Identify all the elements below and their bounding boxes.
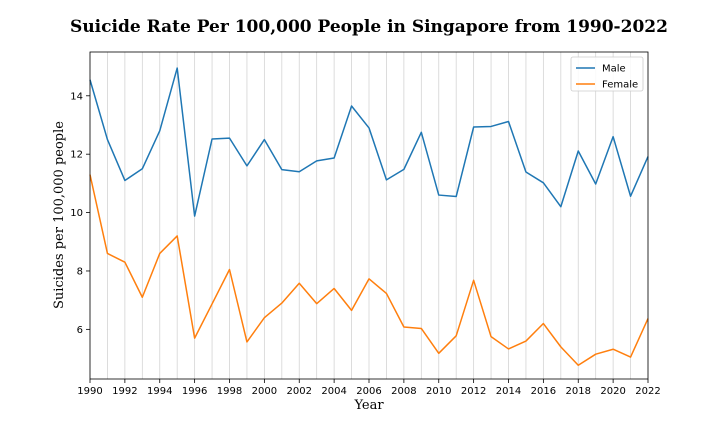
x-tick-label: 2012 (461, 386, 486, 397)
legend-label-female: Female (602, 80, 638, 91)
legend-box (570, 56, 644, 92)
x-tick-label: 2008 (391, 386, 416, 397)
series-line-female (89, 174, 649, 367)
x-tick-label: 2014 (496, 386, 521, 397)
x-tick-label: 2000 (252, 386, 277, 397)
y-tick-label: 14 (70, 91, 83, 102)
x-axis-ticks: 1990 1992 1994 1996 1998 2000 2002 2004 2006 2008… (77, 379, 661, 397)
x-tick-label: 2004 (321, 386, 346, 397)
y-tick-label: 10 (70, 208, 83, 219)
legend-label-male: Male (602, 64, 626, 75)
y-tick-label: 8 (77, 266, 83, 277)
x-tick-label: 2016 (531, 386, 556, 397)
y-axis-label: Suicides per 100,000 people (52, 121, 67, 309)
x-tick-label: 1992 (112, 386, 137, 397)
x-tick-label: 1996 (182, 386, 207, 397)
y-tick-label: 6 (77, 325, 83, 336)
x-tick-label: 1994 (147, 386, 172, 397)
chart-title: Suicide Rate Per 100,000 People in Singa… (70, 17, 668, 37)
x-tick-label: 2020 (600, 386, 625, 397)
y-tick-label: 12 (70, 150, 83, 161)
series-lines (89, 67, 649, 367)
x-tick-label: 2006 (356, 386, 381, 397)
x-tick-label: 1998 (217, 386, 242, 397)
x-tick-label: 2022 (635, 386, 660, 397)
x-tick-label: 2018 (566, 386, 591, 397)
series-line-male (89, 67, 649, 217)
y-axis-ticks: 6 8 10 12 14 (70, 91, 90, 336)
x-axis-label: Year (353, 398, 384, 413)
grid-lines (89, 52, 649, 379)
x-tick-label: 2002 (287, 386, 312, 397)
legend: Male Female (570, 56, 644, 92)
x-tick-label: 1990 (77, 386, 102, 397)
x-tick-label: 2010 (426, 386, 451, 397)
